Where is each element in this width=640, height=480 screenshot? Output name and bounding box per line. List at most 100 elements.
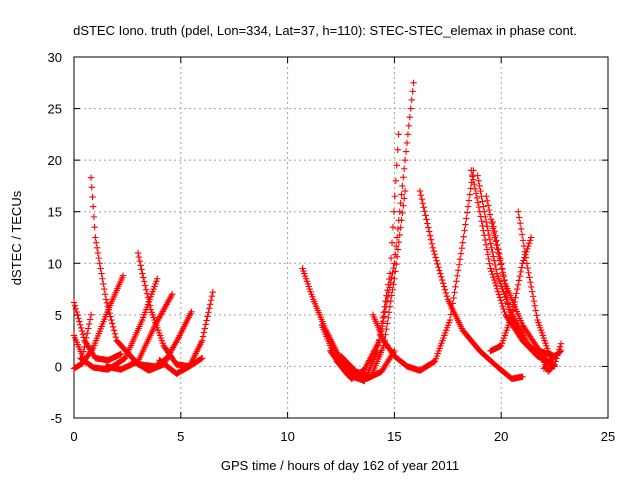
data-point — [385, 309, 393, 316]
x-tick-label: 10 — [280, 429, 294, 444]
data-point — [485, 255, 492, 263]
data-point — [498, 300, 505, 307]
data-point — [104, 303, 112, 310]
data-point — [483, 223, 491, 230]
data-point — [476, 182, 483, 190]
data-point — [505, 305, 512, 313]
arc-series — [515, 208, 552, 355]
data-point — [462, 221, 469, 228]
data-point — [108, 316, 115, 324]
data-point — [495, 291, 503, 298]
y-tick-label: 0 — [55, 359, 62, 374]
arc-series — [540, 347, 565, 372]
data-point — [83, 334, 90, 341]
data-point — [375, 336, 383, 344]
data-point — [188, 308, 195, 315]
data-point — [491, 279, 499, 287]
data-point — [109, 323, 117, 331]
data-point — [169, 291, 176, 298]
data-point — [142, 286, 150, 293]
data-point — [464, 209, 471, 216]
data-point — [401, 156, 409, 164]
data-point — [380, 309, 387, 316]
data-point — [484, 251, 492, 258]
data-point — [138, 266, 145, 273]
x-tick-label: 25 — [601, 429, 615, 444]
data-point — [90, 213, 98, 221]
data-point — [140, 274, 147, 281]
data-point — [101, 285, 108, 293]
data-point — [410, 79, 417, 86]
data-point — [105, 306, 112, 313]
data-point — [485, 231, 493, 239]
data-point — [399, 209, 406, 217]
data-point — [453, 278, 460, 285]
data-point — [483, 193, 490, 200]
data-point — [110, 327, 118, 334]
data-point — [405, 122, 413, 129]
chart-title: dSTEC Iono. truth (pdel, Lon=334, Lat=37… — [73, 23, 577, 38]
data-point — [393, 162, 400, 169]
data-point — [493, 237, 500, 244]
data-point — [89, 193, 96, 201]
data-point — [510, 303, 517, 310]
data-point — [489, 248, 496, 256]
data-point — [100, 280, 107, 288]
data-point — [396, 231, 403, 239]
data-point — [446, 316, 454, 324]
arc-series — [416, 187, 526, 383]
data-point — [392, 242, 400, 250]
data-point — [533, 312, 540, 319]
data-point — [441, 286, 449, 293]
data-point — [517, 268, 524, 276]
data-point — [77, 321, 84, 328]
y-tick-label: 30 — [48, 50, 62, 65]
data-point — [489, 218, 496, 226]
data-point — [70, 299, 78, 306]
data-point — [527, 278, 534, 286]
data-point — [154, 275, 161, 282]
data-point — [526, 274, 533, 281]
y-tick-label: 10 — [48, 256, 62, 271]
data-point — [395, 239, 403, 246]
data-point — [379, 314, 387, 322]
data-point — [97, 265, 104, 272]
data-point — [102, 296, 110, 303]
plot-frame — [73, 56, 609, 419]
data-point — [439, 280, 447, 287]
data-point — [383, 325, 390, 333]
data-point — [392, 177, 400, 184]
data-point — [495, 246, 502, 253]
data-point — [101, 291, 109, 298]
data-point — [402, 148, 410, 155]
data-point — [473, 194, 481, 202]
data-point — [146, 302, 154, 309]
data-point — [92, 234, 99, 241]
data-point — [544, 347, 552, 355]
data-point — [475, 203, 483, 211]
arc-series — [70, 272, 127, 372]
data-point — [556, 348, 564, 355]
data-point — [525, 269, 532, 276]
x-tick-label: 5 — [177, 429, 184, 444]
data-point — [517, 225, 525, 233]
data-point — [519, 237, 527, 244]
data-point — [392, 260, 400, 268]
ticks: 0 5 10 15 20 25 -5 0 5 10 15 20 25 30 — [48, 50, 616, 444]
data-point — [387, 254, 395, 262]
data-point — [497, 297, 504, 304]
data-point — [427, 236, 435, 243]
data-point — [420, 204, 427, 211]
data-point — [429, 244, 437, 252]
data-point — [399, 182, 406, 190]
data-point — [493, 285, 501, 292]
data-point — [452, 283, 459, 291]
data-point — [424, 220, 431, 227]
data-point — [209, 288, 217, 296]
data-point — [482, 241, 490, 249]
data-point — [391, 275, 398, 282]
data-point — [203, 317, 210, 324]
data-point — [502, 288, 510, 296]
data-point — [432, 254, 439, 261]
x-tick-label: 0 — [70, 429, 77, 444]
